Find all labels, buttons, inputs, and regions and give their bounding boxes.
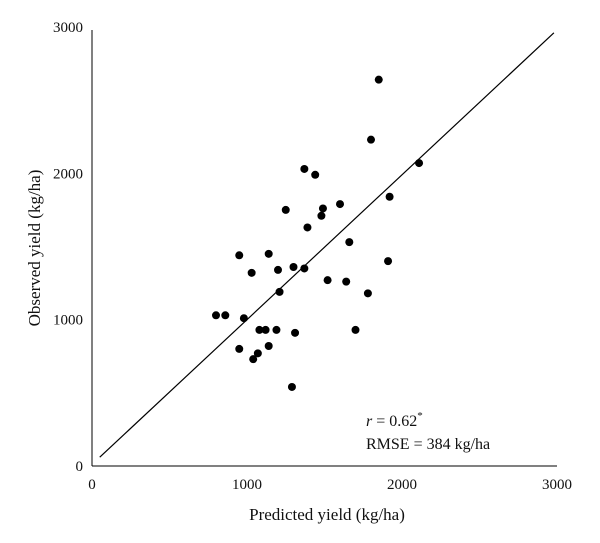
data-point	[345, 238, 354, 247]
data-point	[261, 325, 270, 334]
data-point	[303, 223, 312, 232]
data-point	[367, 135, 375, 144]
data-point	[300, 264, 309, 273]
data-point	[291, 328, 300, 337]
data-point	[342, 277, 351, 286]
data-point	[281, 205, 290, 214]
fit-line	[99, 32, 555, 458]
r-value: = 0.62	[372, 413, 417, 430]
data-point	[317, 211, 326, 220]
data-point	[318, 204, 327, 213]
data-point	[415, 159, 424, 168]
tick-labels: 0 1000 2000 3000 0 1000 2000 3000	[53, 20, 572, 493]
y-axis-label: Observed yield (kg/ha)	[25, 170, 44, 327]
data-point	[336, 200, 344, 209]
data-point	[384, 257, 393, 266]
data-point	[253, 349, 262, 358]
axes	[91, 30, 557, 467]
y-tick-label: 0	[76, 459, 84, 475]
data-point	[264, 249, 273, 258]
data-point	[255, 325, 264, 334]
data-point	[247, 268, 256, 277]
data-point	[363, 289, 372, 298]
x-tick-label: 3000	[542, 477, 572, 493]
data-point	[374, 75, 383, 84]
data-point	[351, 325, 360, 334]
data-point	[235, 344, 244, 353]
y-tick-label: 3000	[53, 20, 83, 36]
data-point	[311, 170, 320, 179]
rmse-annotation: RMSE = 384 kg/ha	[366, 436, 490, 453]
data-point	[235, 251, 244, 260]
data-point	[323, 276, 332, 285]
data-point	[300, 164, 309, 173]
r-symbol: r	[366, 413, 373, 430]
r-significance-mark: *	[417, 410, 423, 422]
reference-line-group	[99, 32, 555, 458]
data-point	[274, 265, 282, 274]
y-tick-label: 2000	[53, 166, 83, 182]
data-point	[264, 342, 273, 351]
x-axis-label: Predicted yield (kg/ha)	[249, 505, 405, 524]
data-point	[385, 192, 394, 201]
data-point	[249, 355, 258, 364]
data-point	[239, 314, 248, 323]
y-tick-label: 1000	[53, 313, 83, 329]
x-tick-label: 0	[88, 477, 96, 493]
data-point	[212, 311, 220, 320]
data-point	[287, 382, 296, 391]
data-points	[212, 75, 424, 391]
r-annotation: r = 0.62*	[366, 410, 423, 430]
data-point	[221, 311, 230, 320]
data-point	[289, 262, 298, 271]
data-point	[272, 325, 281, 334]
data-point	[275, 287, 284, 296]
x-tick-label: 2000	[387, 477, 417, 493]
x-tick-label: 1000	[232, 477, 262, 493]
